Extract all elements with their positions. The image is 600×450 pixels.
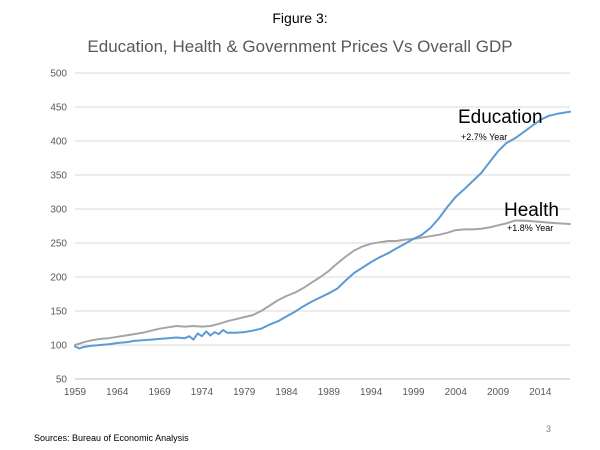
x-tick-label: 1964 xyxy=(106,387,129,398)
x-tick-label: 1969 xyxy=(148,387,171,398)
x-tick-label: 1959 xyxy=(64,387,87,398)
y-tick-label: 350 xyxy=(50,171,67,182)
figure-label: Figure 3: xyxy=(272,10,328,26)
page-number: 3 xyxy=(546,424,552,434)
health-series-line xyxy=(74,219,571,346)
x-axis-ticks: 1959 1964 1969 1974 1979 1984 1989 1994 1999 2004… xyxy=(64,387,552,398)
education-label: Education xyxy=(458,107,543,128)
y-tick-label: 200 xyxy=(50,273,67,284)
series-lines xyxy=(74,110,571,350)
x-tick-label: 2014 xyxy=(529,387,552,398)
x-tick-label: 2009 xyxy=(487,387,510,398)
x-tick-label: 1974 xyxy=(191,387,214,398)
y-tick-label: 50 xyxy=(56,375,68,386)
gridlines xyxy=(75,72,570,380)
y-tick-label: 150 xyxy=(50,307,67,318)
education-growth-annotation: +2.7% Year xyxy=(461,132,507,142)
y-tick-label: 500 xyxy=(50,69,67,80)
y-tick-label: 100 xyxy=(50,341,67,352)
x-tick-label: 2004 xyxy=(445,387,468,398)
y-axis-ticks: 50 100 150 200 250 300 350 400 450 500 xyxy=(50,69,67,386)
y-tick-label: 400 xyxy=(50,137,67,148)
education-series-line xyxy=(74,110,571,350)
source-note: Sources: Bureau of Economic Analysis xyxy=(34,433,189,443)
x-tick-label: 1999 xyxy=(402,387,425,398)
health-growth-annotation: +1.8% Year xyxy=(507,223,553,233)
health-label: Health xyxy=(504,200,559,221)
y-tick-label: 450 xyxy=(50,103,67,114)
y-tick-label: 300 xyxy=(50,205,67,216)
x-tick-label: 1984 xyxy=(275,387,298,398)
chart-title: Education, Health & Government Prices Vs… xyxy=(87,37,513,56)
y-tick-label: 250 xyxy=(50,239,67,250)
annotations: Education +2.7% Year Health +1.8% Year xyxy=(458,107,559,233)
x-tick-label: 1979 xyxy=(233,387,256,398)
x-tick-label: 1994 xyxy=(360,387,383,398)
x-tick-label: 1989 xyxy=(318,387,341,398)
